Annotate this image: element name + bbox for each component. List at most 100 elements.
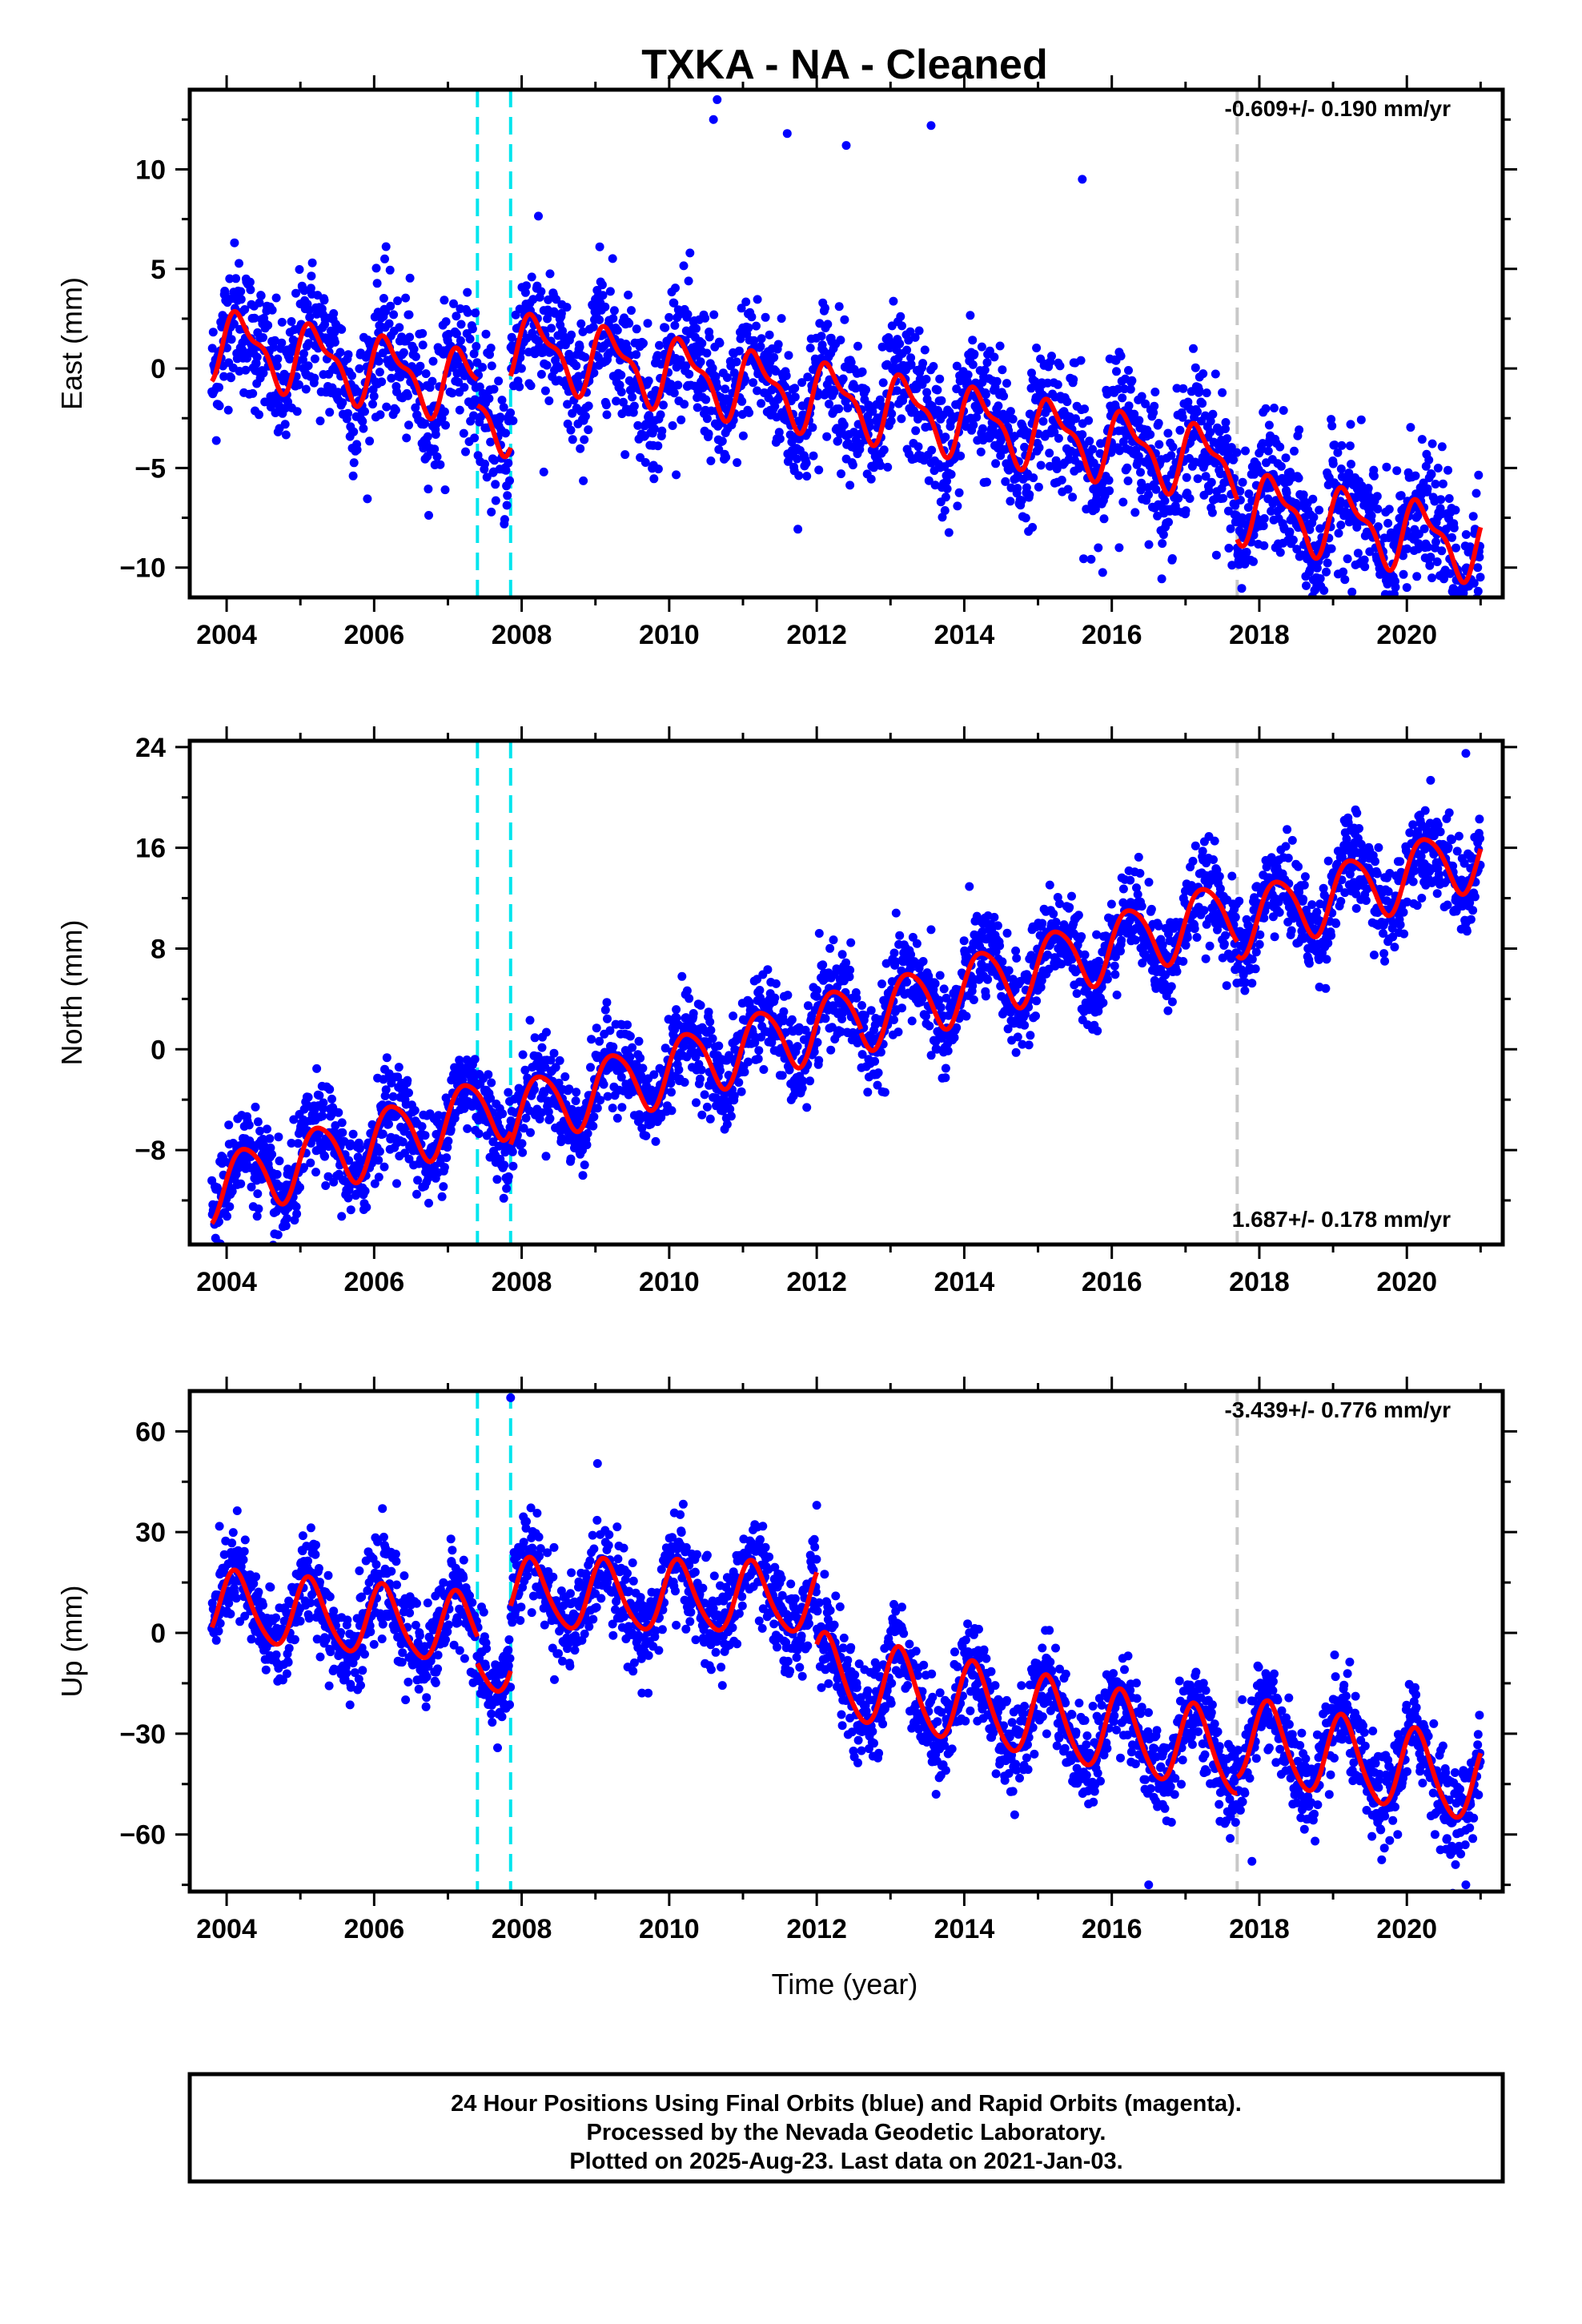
data-point bbox=[677, 971, 687, 981]
data-point bbox=[540, 1088, 549, 1098]
east-velocity-label: -0.609+/- 0.190 mm/yr bbox=[1224, 96, 1451, 121]
data-point bbox=[404, 420, 413, 430]
data-point bbox=[1013, 484, 1022, 493]
data-point bbox=[632, 350, 641, 360]
data-point bbox=[382, 402, 391, 412]
data-point bbox=[576, 444, 585, 453]
data-point bbox=[1080, 950, 1090, 959]
data-point bbox=[697, 339, 707, 348]
data-point bbox=[1402, 583, 1411, 593]
data-point bbox=[424, 1198, 433, 1208]
data-point bbox=[411, 403, 420, 412]
data-point bbox=[956, 451, 966, 460]
data-point bbox=[740, 1068, 749, 1077]
data-point bbox=[906, 360, 916, 369]
data-point bbox=[666, 1079, 676, 1088]
data-point bbox=[797, 1084, 807, 1093]
data-point bbox=[778, 1016, 788, 1026]
x-tick-label: 2018 bbox=[1229, 620, 1290, 650]
data-point bbox=[1367, 511, 1376, 521]
data-point bbox=[1099, 514, 1109, 524]
data-point bbox=[544, 295, 553, 304]
data-point bbox=[1172, 384, 1182, 393]
data-point bbox=[612, 396, 621, 406]
data-point bbox=[486, 437, 496, 447]
data-point bbox=[484, 394, 494, 404]
data-point bbox=[1312, 563, 1322, 573]
data-point bbox=[271, 293, 281, 303]
data-point bbox=[386, 301, 396, 311]
data-point bbox=[252, 1212, 262, 1221]
x-tick-label: 2012 bbox=[786, 620, 847, 650]
data-point bbox=[1335, 497, 1345, 506]
data-point bbox=[1023, 428, 1033, 437]
data-point bbox=[223, 405, 233, 415]
data-point bbox=[996, 451, 1006, 460]
data-point bbox=[993, 921, 1002, 931]
data-point bbox=[895, 339, 905, 348]
data-point bbox=[255, 1126, 265, 1136]
data-point bbox=[1279, 406, 1288, 415]
data-point bbox=[668, 421, 677, 430]
data-point bbox=[448, 388, 457, 398]
data-point bbox=[1444, 494, 1454, 503]
data-point bbox=[1238, 513, 1247, 522]
y-tick-label: 0 bbox=[151, 354, 166, 384]
data-point bbox=[343, 408, 352, 418]
data-point bbox=[549, 1048, 559, 1058]
data-point bbox=[783, 991, 793, 1000]
data-point bbox=[1136, 485, 1146, 495]
data-point bbox=[374, 1172, 383, 1182]
data-point bbox=[508, 1147, 517, 1156]
data-point bbox=[454, 377, 464, 387]
data-point bbox=[774, 428, 784, 437]
data-point bbox=[1144, 540, 1154, 549]
data-point bbox=[794, 434, 804, 444]
data-point bbox=[599, 330, 608, 340]
data-point bbox=[584, 425, 593, 435]
data-point bbox=[633, 420, 643, 430]
data-point bbox=[312, 309, 322, 319]
data-point bbox=[1193, 474, 1203, 484]
data-point bbox=[282, 1214, 291, 1223]
data-point bbox=[368, 400, 377, 409]
data-point bbox=[291, 1202, 301, 1212]
data-point bbox=[925, 1021, 934, 1031]
data-point bbox=[1226, 524, 1235, 533]
data-point bbox=[463, 287, 472, 297]
y-tick-label: 10 bbox=[135, 155, 166, 185]
data-point bbox=[702, 414, 712, 424]
data-point bbox=[732, 357, 741, 367]
data-point bbox=[689, 1009, 698, 1018]
data-point bbox=[1072, 989, 1082, 999]
data-point bbox=[1330, 440, 1339, 450]
data-point bbox=[1243, 503, 1253, 513]
data-point bbox=[315, 416, 325, 426]
data-point bbox=[1295, 425, 1304, 435]
data-point bbox=[938, 513, 947, 522]
data-point bbox=[554, 1078, 564, 1088]
data-point bbox=[537, 1043, 547, 1052]
data-point bbox=[680, 400, 689, 409]
data-point bbox=[277, 338, 287, 348]
data-point bbox=[551, 1063, 560, 1072]
data-point bbox=[897, 1003, 906, 1013]
data-point bbox=[1218, 388, 1227, 397]
data-point bbox=[857, 367, 867, 376]
data-point bbox=[649, 474, 659, 484]
data-point bbox=[895, 931, 905, 940]
data-point bbox=[998, 365, 1007, 375]
data-point bbox=[1399, 551, 1407, 561]
data-point bbox=[628, 408, 638, 417]
data-point bbox=[603, 1014, 612, 1023]
data-point bbox=[320, 1152, 330, 1161]
data-point bbox=[289, 1115, 299, 1124]
data-point bbox=[841, 141, 851, 151]
data-point bbox=[1309, 513, 1319, 522]
data-point bbox=[644, 411, 654, 420]
data-point bbox=[1425, 561, 1435, 570]
data-point bbox=[797, 378, 807, 388]
data-point bbox=[913, 414, 922, 424]
data-point bbox=[692, 324, 701, 333]
data-point bbox=[536, 287, 546, 296]
